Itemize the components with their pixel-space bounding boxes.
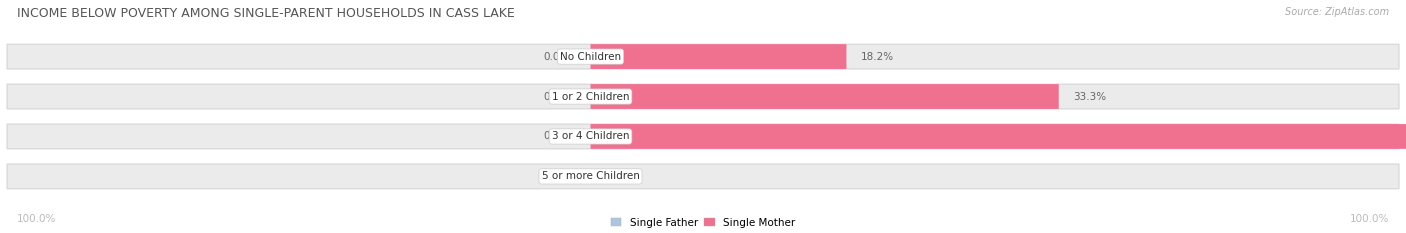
Text: 0.0%: 0.0% (543, 131, 569, 141)
Text: 18.2%: 18.2% (860, 51, 894, 62)
FancyBboxPatch shape (591, 44, 846, 69)
FancyBboxPatch shape (591, 124, 1406, 149)
Legend: Single Father, Single Mother: Single Father, Single Mother (610, 218, 796, 228)
Text: 100.0%: 100.0% (17, 214, 56, 224)
Text: 100.0%: 100.0% (1350, 214, 1389, 224)
FancyBboxPatch shape (7, 84, 1399, 109)
Text: Source: ZipAtlas.com: Source: ZipAtlas.com (1285, 7, 1389, 17)
Text: 0.0%: 0.0% (612, 171, 638, 182)
Text: 5 or more Children: 5 or more Children (541, 171, 640, 182)
Text: 0.0%: 0.0% (543, 51, 569, 62)
Text: 1 or 2 Children: 1 or 2 Children (551, 92, 630, 102)
FancyBboxPatch shape (7, 44, 1399, 69)
Text: 33.3%: 33.3% (1073, 92, 1107, 102)
FancyBboxPatch shape (591, 84, 1059, 109)
Text: No Children: No Children (560, 51, 621, 62)
Text: 3 or 4 Children: 3 or 4 Children (551, 131, 630, 141)
Text: 0.0%: 0.0% (543, 92, 569, 102)
FancyBboxPatch shape (7, 124, 1399, 149)
Text: 0.0%: 0.0% (543, 171, 569, 182)
FancyBboxPatch shape (7, 164, 1399, 189)
Text: INCOME BELOW POVERTY AMONG SINGLE-PARENT HOUSEHOLDS IN CASS LAKE: INCOME BELOW POVERTY AMONG SINGLE-PARENT… (17, 7, 515, 20)
